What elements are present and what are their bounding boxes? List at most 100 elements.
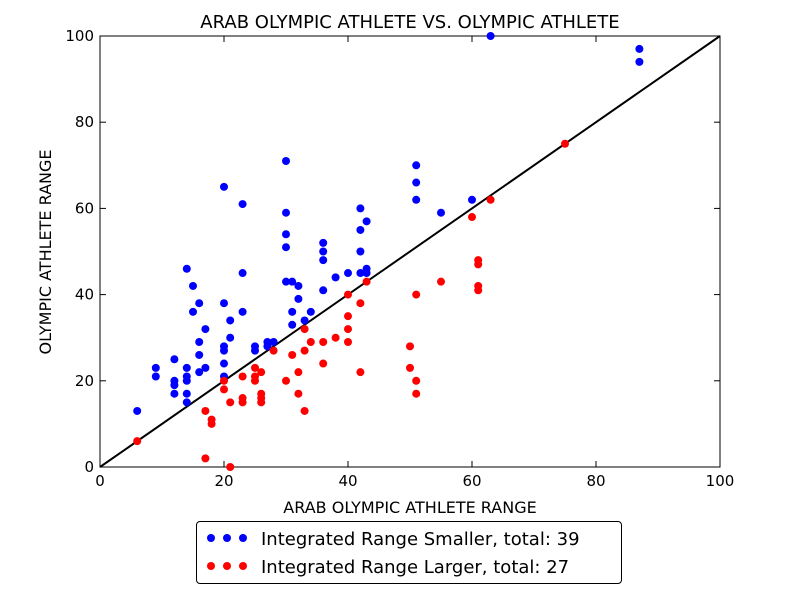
data-point-series-0 — [282, 230, 290, 239]
data-point-series-0 — [288, 320, 297, 329]
legend-label-larger: Integrated Range Larger, total: 27 — [261, 556, 570, 578]
data-point-series-1 — [257, 389, 266, 398]
x-tick-label: 40 — [338, 472, 357, 490]
data-point-series-0 — [412, 195, 421, 204]
data-point-series-0 — [170, 389, 179, 398]
data-point-series-0 — [294, 294, 303, 303]
data-point-series-1 — [406, 363, 414, 372]
data-point-series-1 — [251, 363, 259, 372]
data-point-series-0 — [282, 243, 290, 252]
plot-frame — [99, 35, 721, 468]
data-point-series-1 — [220, 376, 228, 385]
data-point-series-0 — [468, 195, 476, 204]
data-point-series-1 — [288, 350, 297, 359]
y-tick-label: 40 — [75, 286, 94, 304]
data-point-series-1 — [306, 338, 315, 347]
data-point-series-1 — [468, 213, 476, 222]
data-point-series-0 — [195, 350, 204, 359]
data-point-series-1 — [201, 406, 210, 415]
data-point-series-0 — [170, 376, 179, 385]
data-point-series-1 — [282, 376, 290, 385]
legend-label-smaller: Integrated Range Smaller, total: 39 — [261, 528, 580, 550]
data-point-series-0 — [133, 406, 142, 415]
y-tick-label: 0 — [84, 458, 94, 476]
data-point-series-1 — [257, 368, 266, 377]
data-point-series-1 — [300, 325, 309, 334]
data-point-series-0 — [356, 247, 365, 256]
data-point-series-1 — [226, 398, 235, 407]
legend-marker-smaller — [203, 532, 253, 546]
legend-marker-larger — [203, 560, 253, 574]
data-point-series-1 — [344, 338, 352, 347]
data-point-series-0 — [288, 307, 297, 316]
data-point-series-1 — [226, 463, 235, 471]
y-tick-label: 80 — [75, 113, 94, 131]
data-point-series-0 — [182, 372, 191, 381]
data-point-series-0 — [201, 363, 210, 372]
data-point-series-0 — [306, 307, 315, 316]
data-point-series-0 — [226, 333, 235, 342]
data-point-series-0 — [635, 44, 644, 53]
data-point-series-0 — [170, 355, 179, 364]
data-point-series-1 — [474, 281, 483, 290]
data-point-series-1 — [238, 372, 247, 381]
data-point-series-0 — [226, 316, 235, 325]
data-point-series-1 — [294, 389, 303, 398]
data-point-series-0 — [269, 338, 278, 347]
data-point-series-0 — [319, 238, 328, 247]
data-point-series-0 — [220, 182, 228, 191]
data-point-series-0 — [238, 200, 247, 209]
data-point-series-0 — [362, 217, 371, 226]
data-point-series-1 — [207, 415, 216, 424]
data-point-series-0 — [201, 325, 210, 334]
data-point-series-1 — [344, 312, 352, 321]
data-point-series-0 — [288, 277, 297, 286]
data-point-series-0 — [412, 161, 421, 170]
y-tick-label: 100 — [65, 27, 94, 45]
data-point-series-1 — [269, 346, 278, 355]
data-point-series-0 — [238, 269, 247, 278]
data-point-series-0 — [331, 273, 340, 282]
data-point-series-0 — [319, 247, 328, 256]
data-point-series-1 — [344, 290, 352, 299]
data-point-series-1 — [238, 394, 247, 403]
data-point-series-1 — [251, 372, 259, 381]
data-point-series-0 — [220, 342, 228, 351]
data-point-series-0 — [182, 389, 191, 398]
y-tick-label: 20 — [75, 372, 94, 390]
data-point-series-0 — [189, 281, 197, 290]
data-point-series-0 — [151, 372, 160, 381]
data-point-series-0 — [635, 57, 644, 66]
data-point-series-1 — [220, 385, 228, 394]
x-tick-label: 60 — [462, 472, 481, 490]
data-point-series-0 — [319, 286, 328, 295]
legend: Integrated Range Smaller, total: 39 Inte… — [196, 521, 622, 584]
data-point-series-0 — [362, 264, 371, 273]
plot-area: 0 20 40 60 80 100 0 20 40 60 80 100 — [65, 27, 734, 490]
data-point-series-1 — [412, 376, 421, 385]
data-point-series-0 — [151, 363, 160, 372]
data-point-series-0 — [282, 277, 290, 286]
legend-item-larger: Integrated Range Larger, total: 27 — [197, 554, 569, 580]
data-point-series-0 — [300, 316, 309, 325]
data-point-series-0 — [294, 281, 303, 290]
data-point-series-0 — [220, 299, 228, 308]
legend-item-smaller: Integrated Range Smaller, total: 39 — [197, 526, 580, 552]
data-point-series-0 — [195, 368, 204, 377]
data-point-series-0 — [282, 208, 290, 217]
y-tick-label: 60 — [75, 199, 94, 217]
data-point-series-0 — [189, 307, 197, 316]
data-point-series-0 — [356, 204, 365, 213]
data-point-series-0 — [195, 299, 204, 308]
data-point-series-1 — [319, 359, 328, 368]
data-point-series-0 — [344, 269, 352, 278]
data-point-series-1 — [331, 333, 340, 342]
data-point-series-1 — [133, 437, 142, 446]
data-point-series-1 — [319, 338, 328, 347]
data-point-series-1 — [201, 454, 210, 463]
x-tick-label: 20 — [214, 472, 233, 490]
data-point-series-1 — [344, 325, 352, 334]
data-point-series-0 — [356, 225, 365, 234]
data-point-series-0 — [486, 32, 495, 40]
